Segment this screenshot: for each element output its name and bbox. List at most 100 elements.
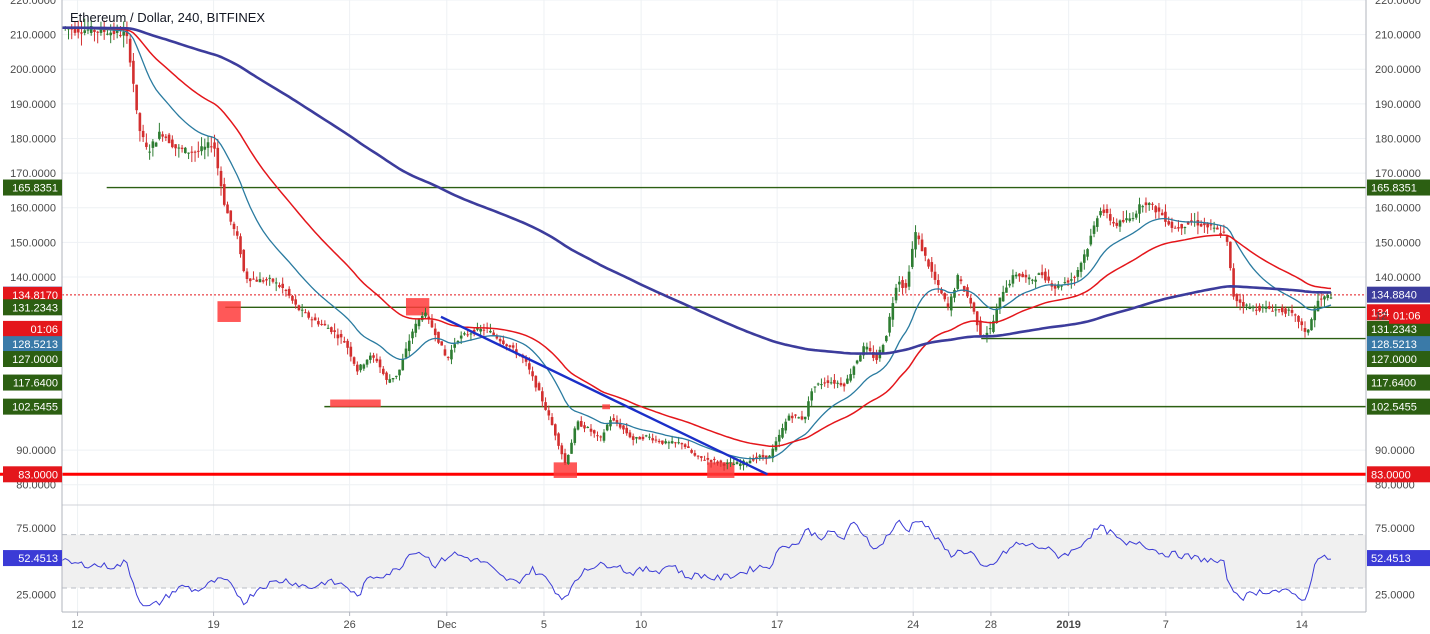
- candle-body: [1190, 220, 1193, 223]
- candle-body: [135, 84, 138, 111]
- candle-body: [248, 278, 252, 282]
- candle-body: [690, 450, 693, 453]
- candle-body: [1255, 309, 1258, 311]
- price-tick-right: 160.0000: [1375, 203, 1421, 215]
- candle-body: [635, 437, 638, 439]
- candle-body: [936, 280, 940, 286]
- candle-body: [339, 333, 343, 338]
- candle-body: [138, 113, 142, 132]
- candle-body: [661, 440, 664, 444]
- candle-body: [1060, 285, 1063, 287]
- candle-body: [508, 345, 512, 347]
- price-tick-left: 170.0000: [10, 168, 56, 180]
- candle-body: [99, 27, 103, 33]
- candle-body: [362, 364, 366, 369]
- candle-body: [576, 421, 580, 430]
- candle-body: [794, 414, 797, 416]
- candle-body: [583, 425, 586, 429]
- candle-body: [729, 462, 732, 464]
- candle-body: [258, 279, 262, 283]
- candle-body: [313, 317, 317, 321]
- candle-body: [1229, 241, 1232, 269]
- candle-body: [1323, 296, 1326, 300]
- candle-body: [570, 442, 573, 454]
- candle-body: [1044, 271, 1047, 281]
- candle-body: [1001, 291, 1005, 302]
- candle-body: [80, 32, 83, 34]
- candle-body: [894, 287, 898, 301]
- candle-body: [203, 146, 207, 150]
- candle-body: [1014, 274, 1018, 277]
- candle-body: [654, 439, 658, 441]
- date-tick-label: 14: [1296, 619, 1308, 631]
- candle-body: [1053, 285, 1057, 289]
- candle-body: [797, 417, 801, 419]
- candle-body: [810, 391, 813, 401]
- candle-body: [281, 283, 284, 289]
- candle-body: [466, 334, 469, 336]
- chart-title: Ethereum / Dollar, 240, BITFINEX: [70, 10, 265, 25]
- candle-body: [239, 236, 242, 255]
- candle-body: [1216, 227, 1219, 230]
- candle-body: [284, 289, 288, 291]
- candle-body: [495, 335, 499, 339]
- candle-body: [781, 427, 784, 438]
- candle-body: [1037, 273, 1041, 275]
- candle-body: [943, 293, 947, 300]
- candle-body: [959, 279, 963, 282]
- candle-body: [1128, 218, 1132, 221]
- candle-body: [349, 346, 353, 357]
- price-badge-left-bg: [3, 374, 62, 391]
- candle-body: [1011, 275, 1015, 284]
- candle-body: [343, 341, 346, 343]
- candle-body: [748, 460, 752, 464]
- ema-mid-line: [62, 26, 1332, 448]
- candle-body: [544, 402, 547, 410]
- candle-body: [820, 384, 823, 386]
- price-badge-left-bg: [3, 466, 62, 483]
- candle-body: [115, 30, 119, 33]
- candle-body: [265, 279, 268, 281]
- candle-body: [278, 284, 281, 288]
- price-badge-left: 83.0000: [18, 469, 58, 481]
- candle-body: [158, 131, 161, 139]
- date-tick-label: 10: [635, 619, 647, 631]
- candle-body: [528, 363, 531, 370]
- rsi-tick-right: 75.0000: [1375, 523, 1415, 535]
- candle-body: [83, 30, 87, 33]
- price-tick-left: 150.0000: [10, 237, 56, 249]
- candle-body: [414, 323, 418, 333]
- price-badge-right: 128.5213: [1371, 339, 1417, 351]
- price-badge-right: 102.5455: [1371, 402, 1417, 414]
- candle-body: [1167, 221, 1170, 225]
- candle-body: [1274, 309, 1278, 311]
- candle-body: [1199, 223, 1203, 227]
- price-tick-left: 80.0000: [16, 480, 56, 492]
- candle-body: [1264, 306, 1268, 309]
- candle-body: [245, 271, 249, 280]
- ema-fast-line: [62, 27, 1332, 460]
- candle-body: [375, 358, 379, 362]
- candle-body: [398, 369, 401, 376]
- pivot-marker: [330, 399, 381, 408]
- candle-body: [557, 433, 560, 446]
- date-tick-label: Dec: [437, 619, 457, 631]
- candle-body: [476, 328, 479, 330]
- candle-body: [1310, 319, 1313, 331]
- candle-body: [541, 391, 544, 402]
- candle-body: [638, 436, 641, 440]
- candle-body: [849, 374, 852, 381]
- candle-body: [622, 425, 625, 430]
- candle-body: [914, 232, 917, 250]
- candle-body: [566, 454, 570, 464]
- candle-body: [427, 316, 431, 319]
- price-badge-right: 165.8351: [1371, 183, 1417, 195]
- candle-body: [479, 328, 482, 332]
- candle-body: [346, 340, 349, 348]
- candle-body: [784, 421, 788, 431]
- candle-body: [911, 248, 914, 267]
- candle-body: [430, 320, 434, 328]
- candle-body: [787, 415, 791, 421]
- candle-body: [1261, 306, 1265, 309]
